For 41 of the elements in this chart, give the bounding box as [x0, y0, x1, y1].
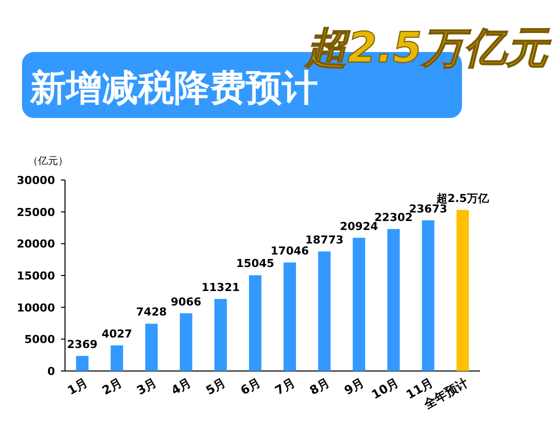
- x-tick-label: 1月: [65, 375, 90, 398]
- y-tick-label: 30000: [16, 174, 56, 187]
- bar: [387, 229, 400, 371]
- y-axis-title: （亿元）: [28, 156, 68, 167]
- x-tick-label: 3月: [134, 375, 159, 398]
- y-tick-label: 20000: [16, 238, 56, 251]
- bar: [284, 262, 296, 371]
- bar: [180, 313, 192, 371]
- data-label: 17046: [270, 244, 310, 258]
- data-label: 15045: [236, 257, 274, 270]
- bar: [110, 345, 124, 371]
- x-tick-label: 10月: [369, 375, 402, 402]
- data-label: 11321: [201, 280, 240, 294]
- x-tick-label: 7月: [272, 375, 298, 398]
- y-tick-label: 25000: [16, 206, 56, 219]
- x-tick-label: 5月: [203, 375, 228, 398]
- bar: [248, 275, 262, 371]
- y-tick-label: 15000: [16, 270, 56, 282]
- data-label: 2369: [66, 338, 98, 351]
- x-tick-label: 9月: [342, 375, 366, 398]
- data-label: 18773: [305, 233, 344, 246]
- x-tick-label: 6月: [238, 375, 263, 398]
- y-tick-label: 5000: [24, 333, 56, 346]
- x-tick-label: 2月: [100, 375, 124, 398]
- bar: [76, 356, 89, 371]
- x-tick-label: 8月: [307, 375, 332, 398]
- bar: [318, 251, 331, 371]
- data-label: 9066: [170, 295, 202, 308]
- data-label: 7428: [136, 306, 167, 319]
- bar: [422, 220, 434, 371]
- bar: [352, 238, 366, 371]
- data-label: 超2.5万亿: [435, 192, 490, 205]
- chart-title: 新增减税降费预计: [29, 68, 318, 109]
- y-tick-label: 10000: [16, 301, 56, 314]
- data-label: 4027: [102, 327, 132, 340]
- bar: [456, 210, 469, 371]
- y-tick-label: 0: [47, 365, 56, 378]
- bar: [214, 298, 227, 371]
- bar: [145, 324, 158, 371]
- x-tick-label: 4月: [168, 375, 194, 398]
- data-label: 20924: [340, 220, 378, 233]
